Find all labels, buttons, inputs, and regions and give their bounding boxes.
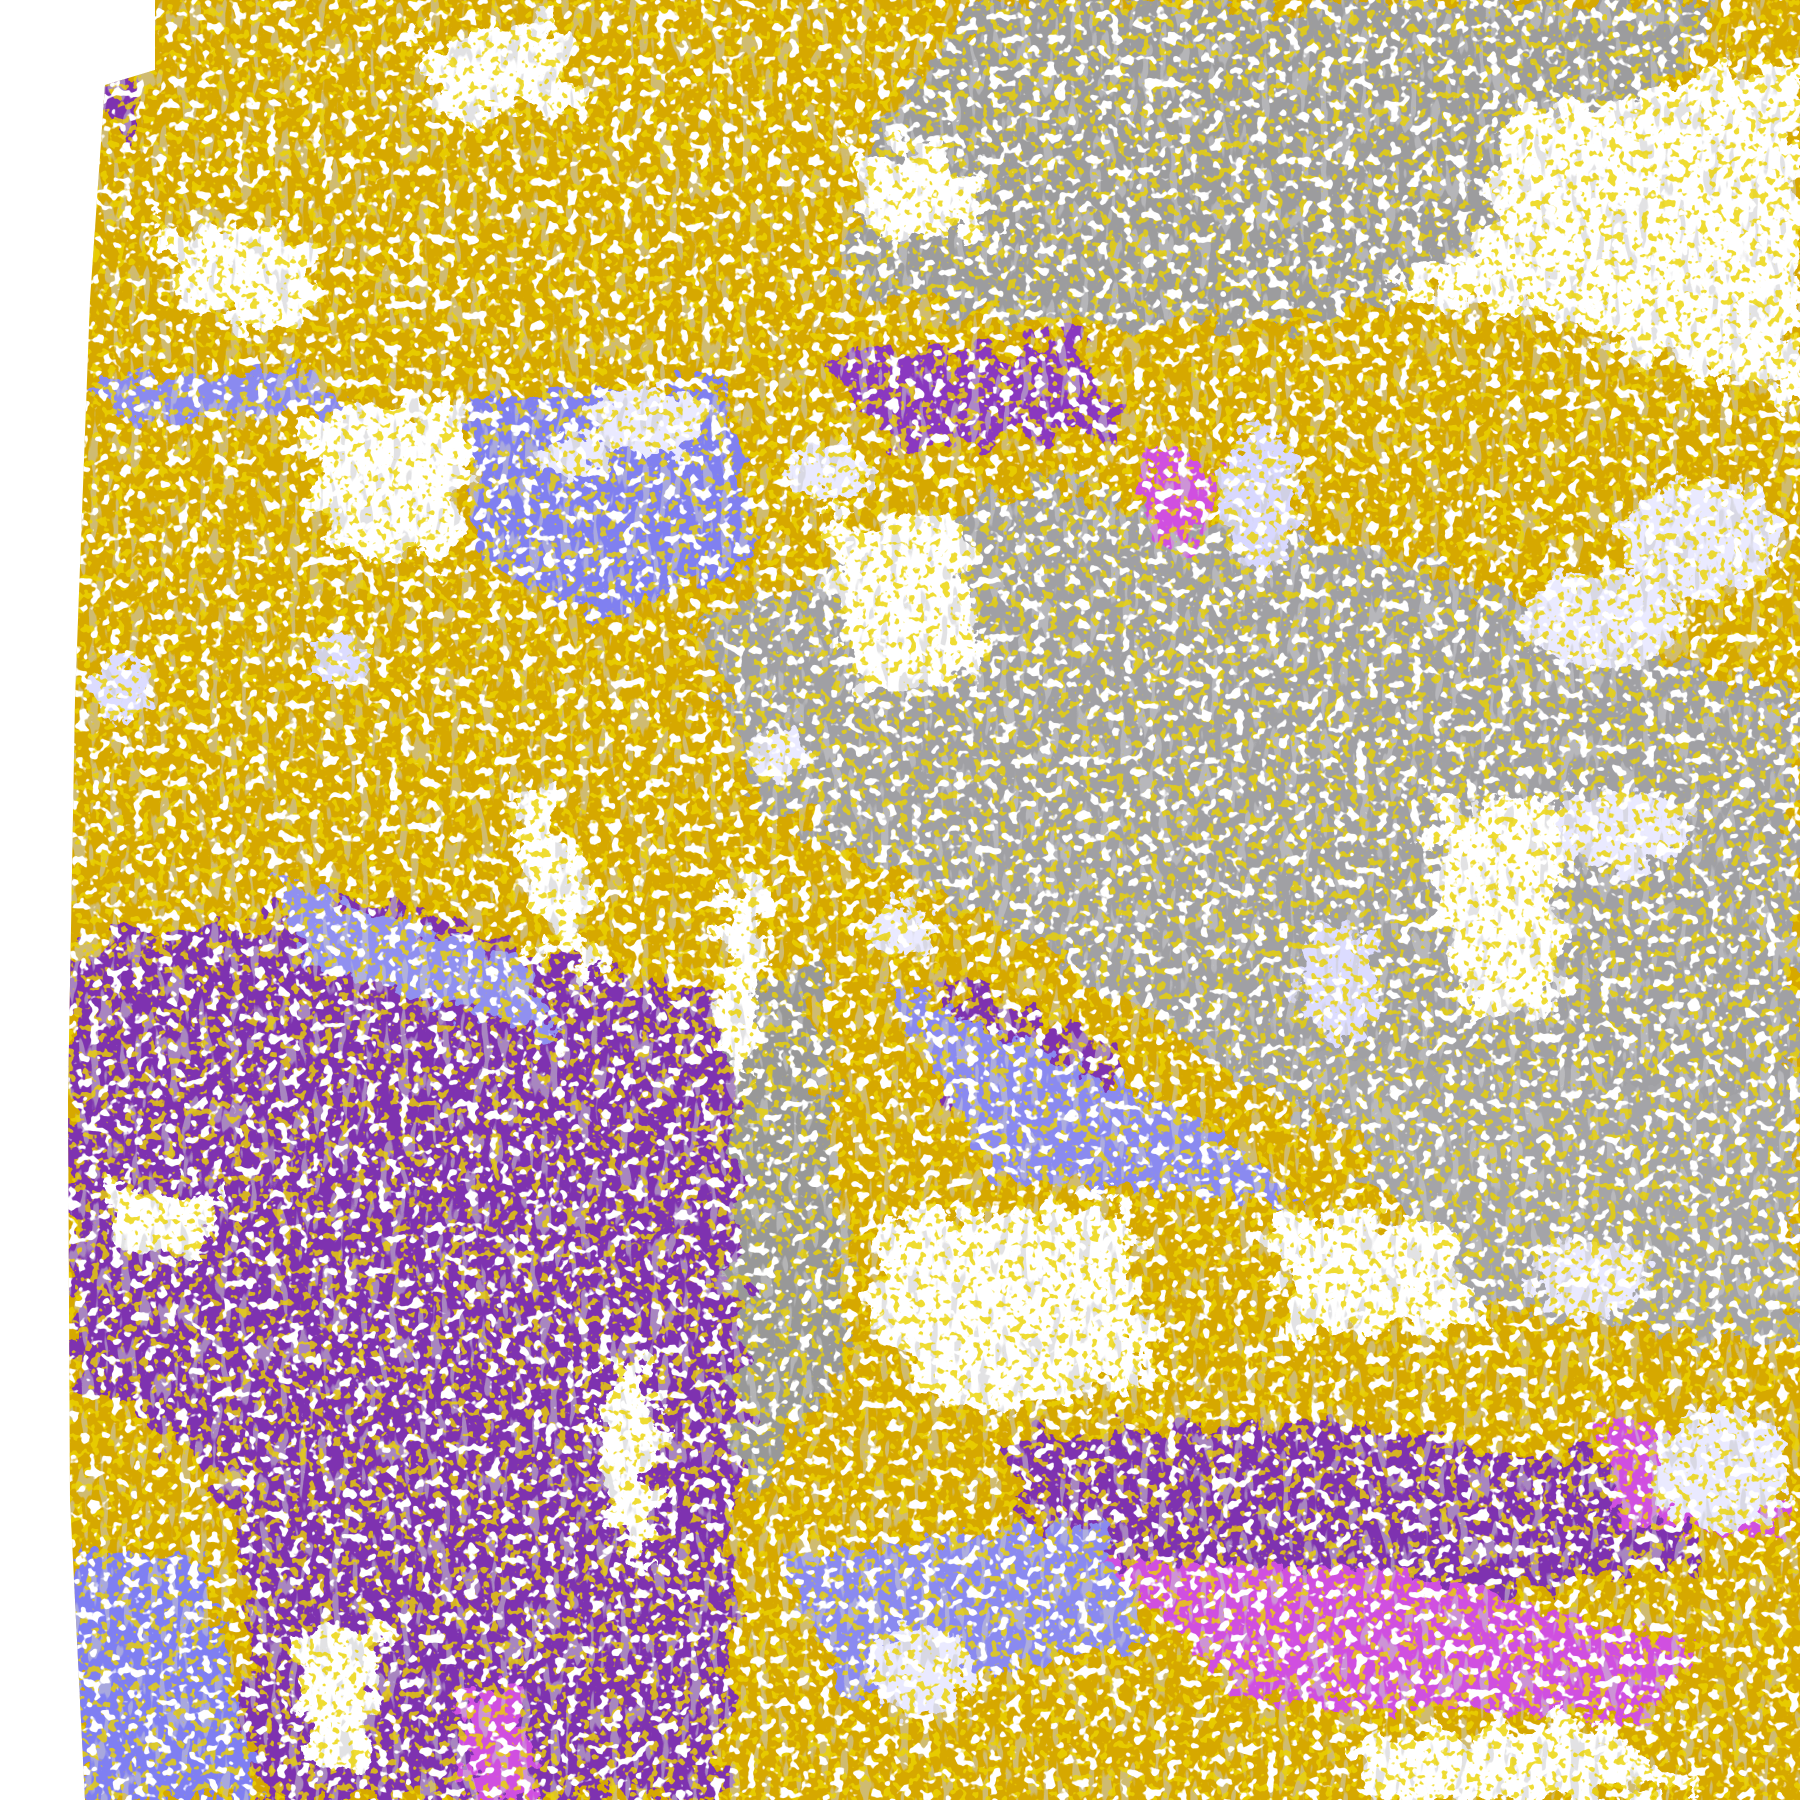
white-speckle (68, 0, 1800, 1800)
image-footprint (68, 0, 1800, 1800)
page: (() => { const data = JSON.parse(documen… (68, 0, 1800, 1800)
cloud-classification-image (68, 0, 1800, 1800)
